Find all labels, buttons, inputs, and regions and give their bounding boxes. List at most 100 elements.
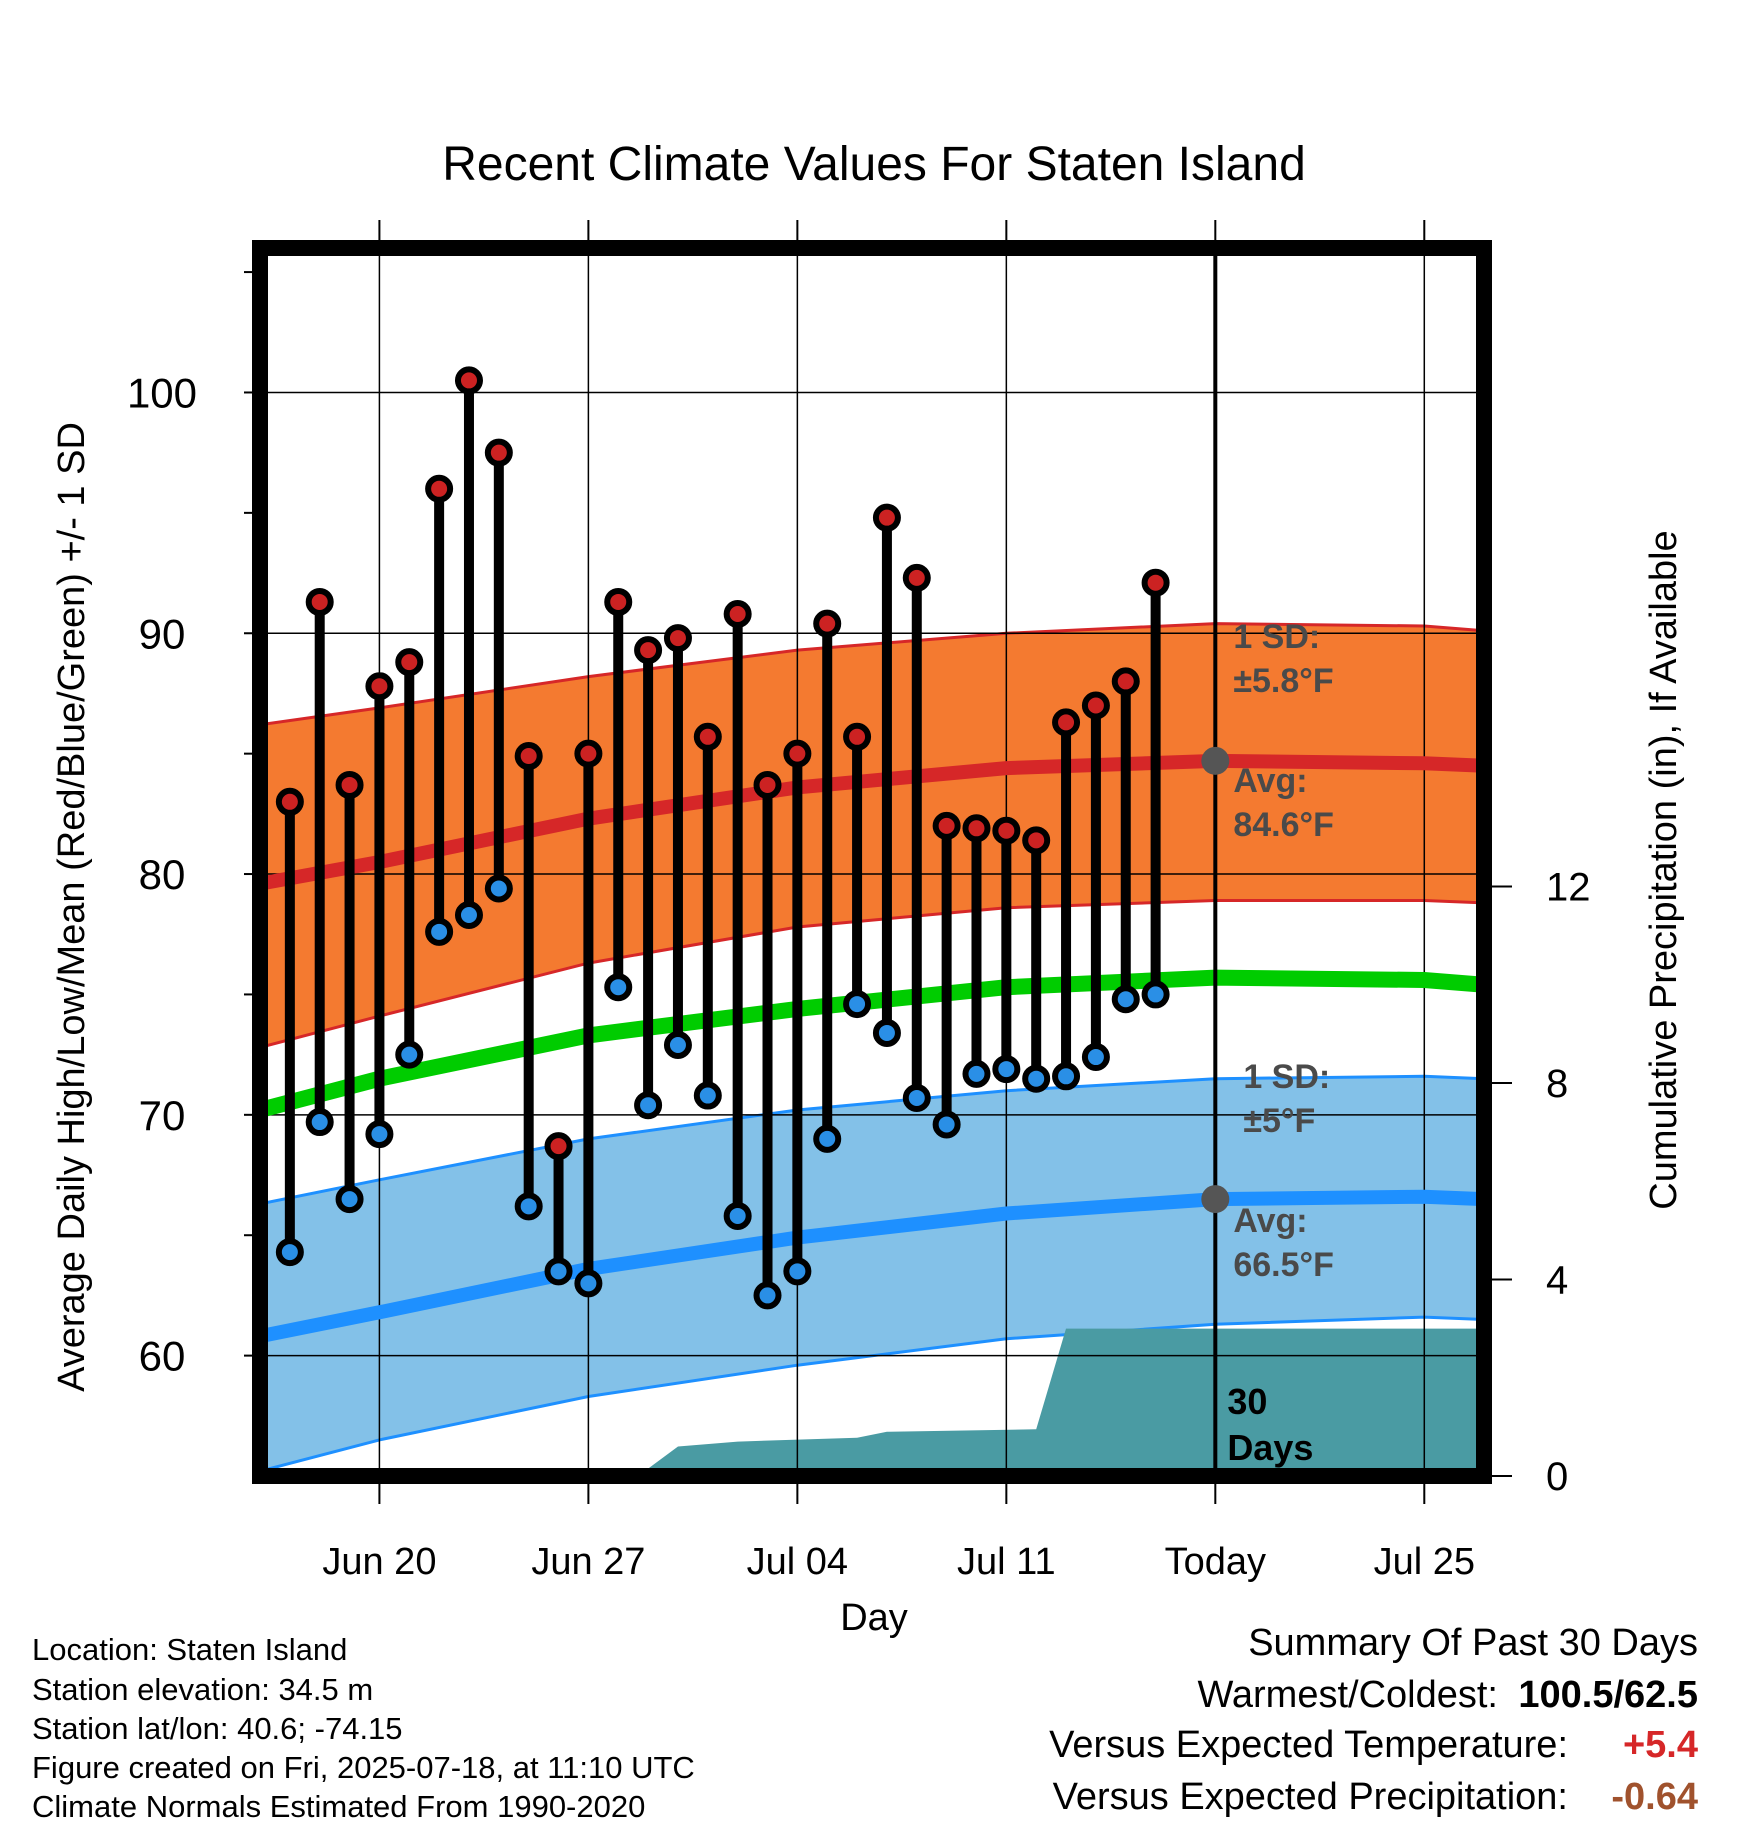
obs-low-point (1141, 980, 1170, 1009)
obs-high-point (1141, 568, 1170, 597)
high-avg-value: 84.6°F (1233, 806, 1334, 844)
summary-precip-label: Versus Expected Precipitation: (1052, 1776, 1568, 1818)
obs-high-point (932, 811, 961, 840)
obs-low-point (992, 1055, 1021, 1084)
plot-content (260, 248, 1484, 1476)
obs-low-point (1081, 1043, 1110, 1072)
high-avg-label: Avg: (1233, 762, 1307, 800)
obs-high-point (574, 739, 603, 768)
obs-low-point (395, 1040, 424, 1069)
obs-high-point (663, 624, 692, 653)
obs-high-point (783, 739, 812, 768)
x-tick-label: Jul 25 (1374, 1541, 1475, 1583)
summary-warm-cold-label: Warmest/Coldest: (1197, 1674, 1498, 1716)
y-axis-label: Average Daily High/Low/Mean (Red/Blue/Gr… (51, 422, 93, 1392)
y2-tick-label: 8 (1546, 1062, 1568, 1106)
obs-high-point (544, 1132, 573, 1161)
obs-high-point (1022, 826, 1051, 855)
obs-low-point (454, 900, 483, 929)
obs-high-point (335, 770, 364, 799)
obs-low-point (275, 1238, 304, 1267)
obs-low-point (305, 1108, 334, 1137)
summary-precip-value: -0.64 (1611, 1776, 1698, 1818)
obs-high-point (1052, 708, 1081, 737)
obs-low-point (693, 1081, 722, 1110)
obs-low-point (574, 1269, 603, 1298)
today-low-avg-marker (1201, 1185, 1230, 1214)
obs-low-point (365, 1120, 394, 1149)
obs-high-point (604, 587, 633, 616)
obs-high-point (454, 366, 483, 395)
y-tick-label: 80 (139, 851, 186, 898)
x-tick-label: Today (1165, 1541, 1266, 1583)
y2-tick-label: 0 (1546, 1455, 1568, 1499)
x-tick-label: Jun 20 (322, 1541, 436, 1583)
obs-high-point (872, 503, 901, 532)
obs-high-point (693, 722, 722, 751)
low-avg-line (260, 1189, 1484, 1344)
obs-high-point (425, 474, 454, 503)
low-sd-lower-line (260, 1315, 1484, 1473)
y-tick-label: 100 (127, 369, 197, 416)
period-label-days: Days (1227, 1427, 1313, 1468)
low-sd-band (260, 1076, 1484, 1472)
summary-temp-value: +5.4 (1622, 1724, 1698, 1766)
plot-frame (252, 240, 1492, 1484)
obs-low-point (335, 1185, 364, 1214)
meta-latlon: Station lat/lon: 40.6; -74.15 (32, 1711, 403, 1746)
chart-title: Recent Climate Values For Staten Island (442, 138, 1306, 191)
obs-low-point (753, 1281, 782, 1310)
obs-low-point (1052, 1062, 1081, 1091)
x-tick-label: Jun 27 (531, 1541, 645, 1583)
obs-low-point (544, 1257, 573, 1286)
obs-high-point (305, 587, 334, 616)
low-avg-value: 66.5°F (1233, 1246, 1334, 1284)
obs-low-point (813, 1124, 842, 1153)
obs-low-point (484, 874, 513, 903)
meta-normals: Climate Normals Estimated From 1990-2020 (32, 1789, 646, 1824)
obs-high-point (962, 814, 991, 843)
obs-high-point (813, 609, 842, 638)
obs-high-point (395, 648, 424, 677)
obs-high-point (484, 438, 513, 467)
high-sd-label: 1 SD: (1233, 618, 1320, 656)
obs-low-point (425, 917, 454, 946)
summary-temp-label: Versus Expected Temperature: (1049, 1724, 1568, 1766)
obs-low-point (604, 973, 633, 1002)
low-sd-value: ±5°F (1243, 1102, 1315, 1140)
low-sd-upper-line (260, 1074, 1484, 1206)
period-label-number: 30 (1227, 1381, 1267, 1422)
mean-avg-line (260, 969, 1484, 1118)
obs-low-point (634, 1091, 663, 1120)
meta-elevation: Station elevation: 34.5 m (32, 1672, 374, 1707)
obs-low-point (783, 1257, 812, 1286)
x-tick-label: Jul 04 (747, 1541, 848, 1583)
obs-high-point (753, 770, 782, 799)
obs-high-point (1111, 667, 1140, 696)
obs-high-point (902, 563, 931, 592)
plot-area: 1 SD: ±5.8°F Avg: 84.6°F 1 SD: ±5°F Avg: 66.5°F… (127, 220, 1591, 1583)
obs-high-point (843, 722, 872, 751)
obs-high-point (514, 742, 543, 771)
y-tick-label: 90 (139, 610, 186, 657)
obs-low-point (932, 1110, 961, 1139)
summary-title: Summary Of Past 30 Days (1248, 1622, 1698, 1664)
meta-created: Figure created on Fri, 2025-07-18, at 11… (32, 1750, 695, 1785)
obs-low-point (514, 1192, 543, 1221)
obs-low-point (902, 1083, 931, 1112)
obs-high-point (275, 787, 304, 816)
obs-low-point (723, 1201, 752, 1230)
obs-low-point (872, 1018, 901, 1047)
obs-high-point (365, 672, 394, 701)
high-sd-band (260, 623, 1484, 1048)
obs-low-point (962, 1059, 991, 1088)
obs-low-point (1022, 1064, 1051, 1093)
y-tick-label: 70 (139, 1092, 186, 1139)
obs-low-point (843, 990, 872, 1019)
summary-warm-cold-value: 100.5/62.5 (1518, 1674, 1698, 1716)
x-tick-label: Jul 11 (957, 1541, 1056, 1583)
low-sd-label: 1 SD: (1243, 1058, 1330, 1096)
low-avg-label: Avg: (1233, 1202, 1307, 1240)
today-high-avg-marker (1201, 746, 1230, 775)
y2-axis-label: Cumulative Precipitation (in), If Availa… (1643, 530, 1685, 1209)
